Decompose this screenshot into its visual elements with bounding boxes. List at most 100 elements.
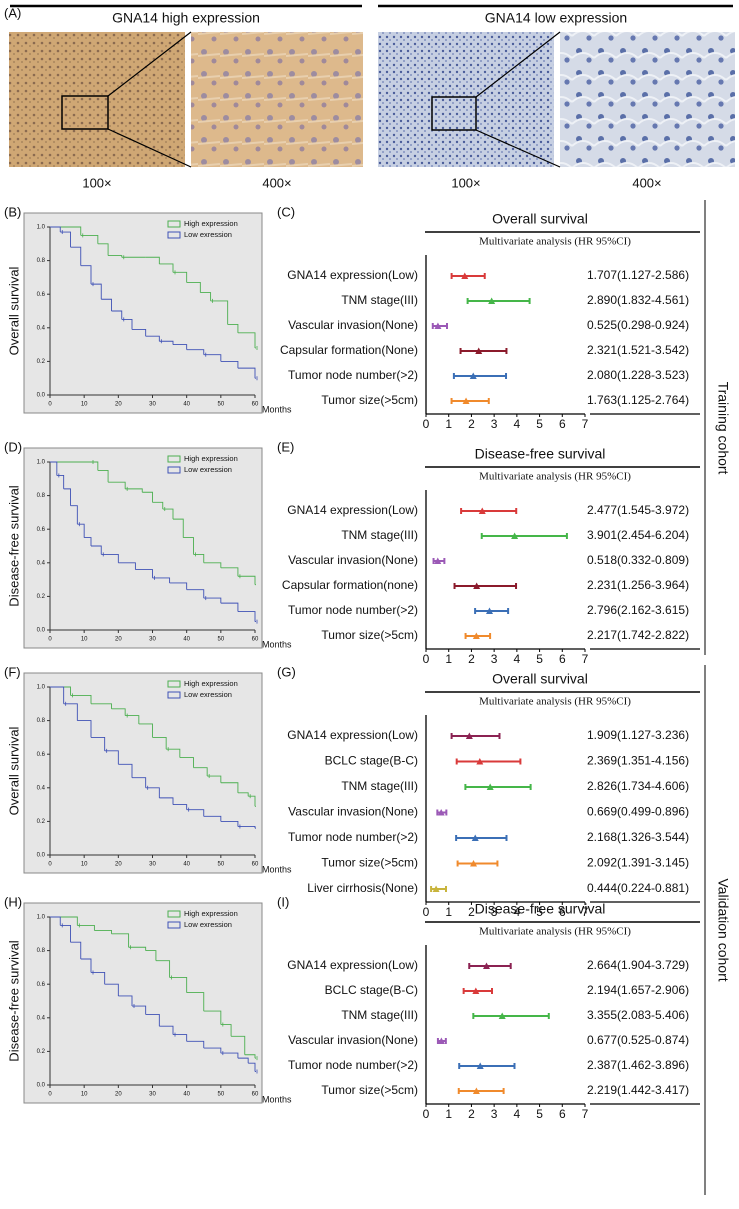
legend-label: High expression: [184, 219, 238, 228]
plot-frame: [23, 902, 263, 1104]
x-tick-label: 60: [252, 1092, 259, 1098]
y-axis-label: Overall survival: [6, 266, 21, 355]
x-tick-label: 1: [445, 1107, 452, 1121]
x-tick-label: 3: [491, 417, 498, 431]
survival-step: [142, 491, 153, 503]
x-tick-label: 2: [468, 417, 475, 431]
survival-step: [220, 360, 239, 369]
forest-subtitle: Multivariate analysis (HR 95%CI): [479, 236, 631, 248]
y-axis-label: Disease-free survival: [6, 940, 21, 1061]
y-axis-label: Disease-free survival: [6, 485, 21, 606]
x-tick-label: 6: [559, 417, 566, 431]
y-tick-label: 0.0: [37, 853, 46, 859]
survival-step: [70, 505, 78, 525]
legend-label: Low exression: [184, 465, 232, 474]
survival-step: [183, 537, 194, 555]
category-label: GNA14 expression(Low): [287, 958, 418, 972]
x-tick-label: 0: [423, 905, 430, 919]
value-label: 2.321(1.521-3.542): [587, 343, 689, 357]
x-tick-label: 5: [536, 1107, 543, 1121]
value-label: 2.168(1.326-3.544): [587, 830, 689, 844]
x-tick-label: 5: [536, 417, 543, 431]
category-label: Capsular formation(None): [280, 343, 418, 357]
survival-step: [50, 226, 61, 233]
survival-step: [145, 1013, 160, 1027]
value-label: 2.194(1.657-2.906): [587, 983, 689, 997]
zoom-box: [61, 95, 109, 130]
survival-step: [200, 292, 212, 301]
survival-step: [159, 797, 174, 805]
legend-label: High expression: [184, 909, 238, 918]
survival-step: [203, 815, 222, 822]
panel-label: (B): [4, 204, 21, 219]
survival-step: [203, 1047, 222, 1054]
x-tick-label: 2: [468, 1107, 475, 1121]
plot-frame: [23, 672, 263, 874]
category-label: GNA14 expression(Low): [287, 503, 418, 517]
y-tick-label: 1.0: [37, 685, 46, 691]
survival-step: [173, 1034, 188, 1042]
x-tick-label: 30: [149, 862, 156, 868]
forest-title: Overall survival: [492, 211, 588, 227]
survival-step: [159, 263, 174, 273]
x-tick-label: 1: [445, 905, 452, 919]
survival-step: [91, 545, 102, 555]
plot-frame: [23, 447, 263, 649]
hr-point: [437, 1037, 445, 1044]
survival-step: [155, 960, 171, 978]
survival-step: [248, 1062, 256, 1072]
survival-step: [173, 271, 188, 283]
value-label: 2.219(1.442-3.417): [587, 1083, 689, 1097]
survival-step: [220, 1052, 239, 1059]
legend-label: Low exression: [184, 920, 232, 929]
panel-label: (H): [4, 894, 22, 909]
forest-subtitle: Multivariate analysis (HR 95%CI): [479, 696, 631, 708]
survival-step: [80, 234, 99, 244]
magnification: 100×: [82, 175, 111, 190]
x-tick-label: 30: [149, 637, 156, 643]
survival-step: [159, 1025, 174, 1035]
survival-step: [210, 300, 229, 325]
x-tick-label: 5: [536, 905, 543, 919]
category-label: GNA14 expression(Low): [287, 268, 418, 282]
survival-step: [50, 461, 58, 476]
survival-step: [80, 265, 92, 285]
survival-step: [152, 577, 171, 583]
survival-step: [220, 567, 239, 577]
survival-step: [108, 481, 126, 489]
y-tick-label: 0.2: [37, 819, 46, 825]
y-tick-label: 0.2: [37, 1049, 46, 1055]
survival-step: [203, 562, 222, 568]
y-tick-label: 0.0: [37, 1083, 46, 1089]
x-tick-label: 40: [183, 402, 190, 408]
survival-step: [132, 1005, 147, 1015]
panel-label: (C): [277, 204, 295, 219]
survival-step: [63, 703, 78, 721]
value-label: 1.763(1.125-2.764): [587, 393, 689, 407]
x-tick-label: 20: [115, 402, 122, 408]
legend-swatch: [167, 220, 181, 228]
x-tick-label: 4: [514, 417, 521, 431]
micrograph: [560, 32, 735, 167]
survival-step: [220, 1024, 232, 1037]
x-tick-label: 10: [81, 637, 88, 643]
hr-point: [478, 507, 486, 514]
y-tick-label: 0.6: [37, 292, 46, 298]
survival-step: [152, 501, 164, 510]
hr-point: [483, 962, 491, 969]
survival-step: [237, 825, 256, 829]
y-tick-label: 0.4: [37, 325, 46, 331]
hr-point: [461, 272, 469, 279]
survival-step: [145, 787, 160, 798]
hr-point: [432, 885, 440, 892]
x-tick-label: 40: [183, 1092, 190, 1098]
y-tick-label: 0.8: [37, 258, 46, 264]
x-tick-label: 1: [445, 652, 452, 666]
value-label: 3.355(2.083-5.406): [587, 1008, 689, 1022]
survival-step: [118, 995, 133, 1007]
legend-swatch: [167, 455, 181, 463]
survival-step: [111, 933, 130, 948]
survival-step: [145, 256, 160, 264]
x-tick-label: 6: [559, 1107, 566, 1121]
legend-swatch: [167, 691, 181, 699]
